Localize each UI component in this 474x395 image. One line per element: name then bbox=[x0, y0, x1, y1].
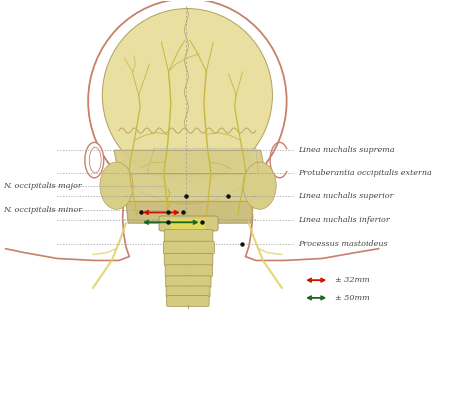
Text: ± 32mm: ± 32mm bbox=[335, 276, 370, 284]
FancyBboxPatch shape bbox=[163, 241, 214, 254]
Ellipse shape bbox=[243, 162, 276, 209]
Text: Linea nuchalis suprema: Linea nuchalis suprema bbox=[299, 146, 395, 154]
FancyBboxPatch shape bbox=[164, 229, 213, 243]
Text: Processus mastoideus: Processus mastoideus bbox=[299, 239, 388, 248]
Ellipse shape bbox=[85, 142, 104, 178]
FancyBboxPatch shape bbox=[166, 286, 210, 297]
FancyBboxPatch shape bbox=[165, 265, 212, 277]
FancyBboxPatch shape bbox=[164, 254, 213, 266]
Text: N. occipitalis major: N. occipitalis major bbox=[3, 182, 82, 190]
Ellipse shape bbox=[102, 9, 273, 182]
Ellipse shape bbox=[100, 162, 133, 209]
Polygon shape bbox=[171, 219, 204, 228]
Text: Protuberantia occipitalis externa: Protuberantia occipitalis externa bbox=[299, 169, 432, 177]
Ellipse shape bbox=[88, 0, 287, 203]
Polygon shape bbox=[114, 150, 265, 174]
Text: ± 50mm: ± 50mm bbox=[335, 294, 370, 302]
Text: Linea nuchalis inferior: Linea nuchalis inferior bbox=[299, 216, 390, 224]
FancyBboxPatch shape bbox=[165, 276, 211, 288]
FancyBboxPatch shape bbox=[166, 295, 209, 307]
Text: Linea nuchalis superior: Linea nuchalis superior bbox=[299, 192, 394, 200]
Text: N. occipitalis minor: N. occipitalis minor bbox=[3, 206, 82, 214]
Polygon shape bbox=[117, 174, 263, 201]
FancyBboxPatch shape bbox=[159, 216, 218, 231]
Polygon shape bbox=[126, 201, 254, 223]
